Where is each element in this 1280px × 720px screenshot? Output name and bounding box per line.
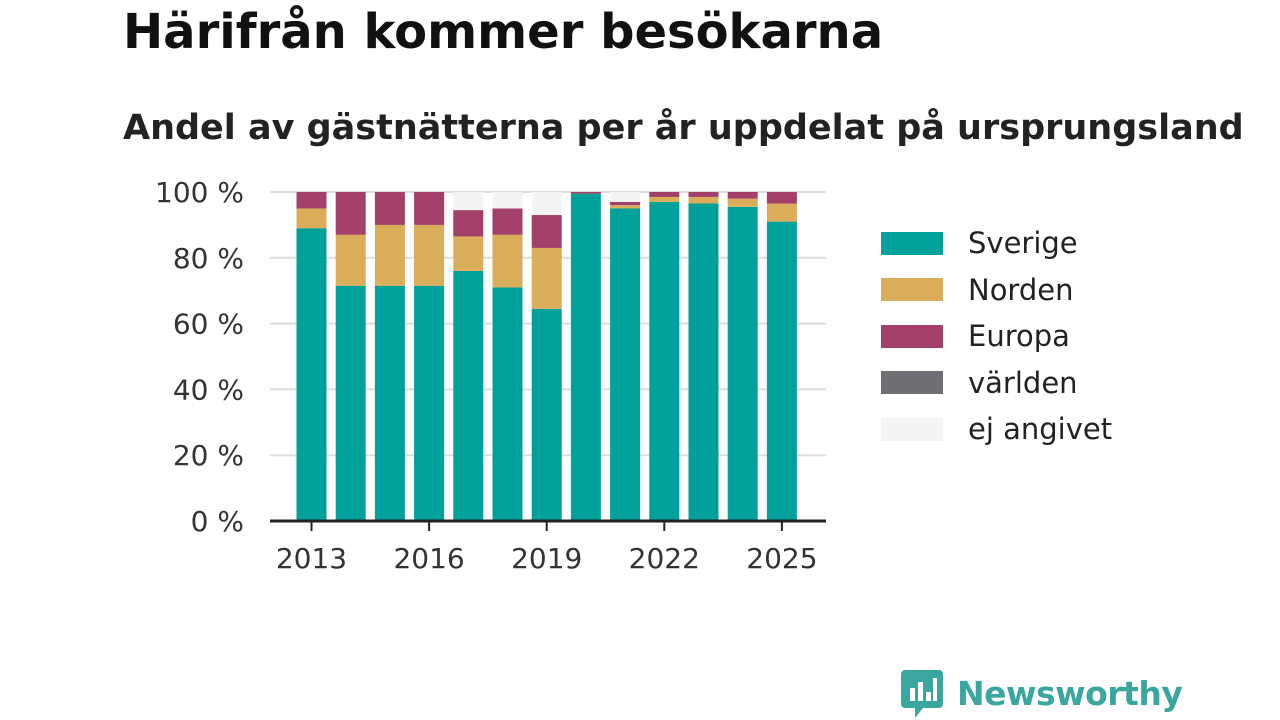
bar-segment-2020-0	[570, 193, 601, 521]
bar-segment-2018-0	[492, 287, 523, 521]
bar-segment-2021-4	[610, 192, 641, 202]
bar-segment-2021-1	[610, 205, 641, 209]
legend-swatch	[881, 417, 943, 441]
legend: Sverige Norden Europa världen ej angivet	[881, 220, 1112, 453]
bar-segment-2018-2	[492, 208, 523, 235]
x-tick-label: 2025	[746, 542, 817, 575]
bar-segment-2022-0	[649, 201, 680, 521]
bar-segment-2024-2	[727, 192, 758, 199]
legend-label: världen	[968, 365, 1078, 400]
legend-item: Norden	[881, 267, 1112, 314]
bar-segment-2019-1	[531, 247, 562, 309]
bar-segment-2024-1	[727, 198, 758, 207]
x-tick-label: 2016	[393, 542, 464, 575]
bar-segment-2022-1	[649, 196, 680, 202]
legend-swatch	[881, 231, 943, 255]
bar-segment-2021-0	[610, 208, 641, 521]
y-tick-label: 20 %	[173, 439, 244, 472]
bar-segment-2013-1	[296, 208, 327, 229]
bar-segment-2025-1	[766, 203, 797, 222]
bar-segment-2015-1	[374, 224, 405, 286]
legend-swatch	[881, 278, 943, 302]
bar-segment-2014-1	[335, 234, 366, 286]
bar-segment-2018-4	[492, 192, 523, 209]
y-tick-label: 40 %	[173, 373, 244, 406]
legend-label: Sverige	[968, 226, 1078, 261]
bar-segment-2017-1	[453, 236, 484, 271]
bar-segment-2023-1	[688, 196, 719, 204]
bar-segment-2013-0	[296, 228, 327, 521]
legend-item: världen	[881, 360, 1112, 407]
bar-segment-2020-2	[570, 192, 601, 194]
bar-segment-2013-2	[296, 192, 327, 209]
bar-segment-2019-4	[531, 192, 562, 216]
legend-item: ej angivet	[881, 406, 1112, 453]
bar-segment-2017-2	[453, 210, 484, 237]
x-tick-labels: 2013 2016 2019 2022 2025	[276, 521, 818, 575]
y-tick-label: 0 %	[191, 505, 244, 538]
legend-label: Norden	[968, 272, 1074, 307]
bar-segment-2025-2	[766, 192, 797, 204]
legend-swatch	[881, 371, 943, 395]
legend-item: Europa	[881, 313, 1112, 360]
bar-segment-2025-0	[766, 221, 797, 522]
x-tick-label: 2013	[276, 542, 347, 575]
y-tick-labels: 0 % 20 % 40 % 60 % 80 % 100 %	[155, 176, 244, 538]
bar-segment-2017-0	[453, 270, 484, 521]
bar-segment-2019-0	[531, 308, 562, 521]
newsworthy-logo-icon	[901, 670, 943, 718]
bar-segment-2014-0	[335, 285, 366, 521]
brand-name: Newsworthy	[957, 673, 1183, 713]
bars-group	[296, 192, 797, 522]
bar-segment-2022-2	[649, 192, 680, 197]
bar-segment-2017-4	[453, 192, 484, 211]
bar-segment-2014-2	[335, 192, 366, 235]
y-tick-label: 80 %	[173, 242, 244, 275]
x-tick-label: 2022	[629, 542, 700, 575]
bar-segment-2018-1	[492, 234, 523, 288]
chart-subtitle: Andel av gästnätterna per år uppdelat på…	[123, 108, 1244, 148]
bar-segment-2021-2	[610, 201, 641, 206]
bar-segment-2016-0	[414, 285, 445, 521]
y-tick-label: 60 %	[173, 308, 244, 341]
bar-segment-2019-2	[531, 215, 562, 248]
bar-segment-2016-1	[414, 224, 445, 286]
bar-segment-2015-2	[374, 192, 405, 225]
y-tick-label: 100 %	[155, 176, 244, 209]
bar-segment-2016-2	[414, 192, 445, 225]
bar-segment-2015-0	[374, 285, 405, 521]
legend-label: Europa	[968, 319, 1070, 354]
bar-segment-2024-0	[727, 206, 758, 521]
x-tick-label: 2019	[511, 542, 582, 575]
chart-title: Härifrån kommer besökarna	[123, 4, 884, 60]
legend-swatch	[881, 324, 943, 348]
newsworthy-logo: Newsworthy	[901, 668, 1183, 718]
legend-item: Sverige	[881, 220, 1112, 267]
legend-label: ej angivet	[968, 412, 1113, 447]
bar-segment-2023-2	[688, 192, 719, 197]
bar-segment-2023-0	[688, 203, 719, 521]
